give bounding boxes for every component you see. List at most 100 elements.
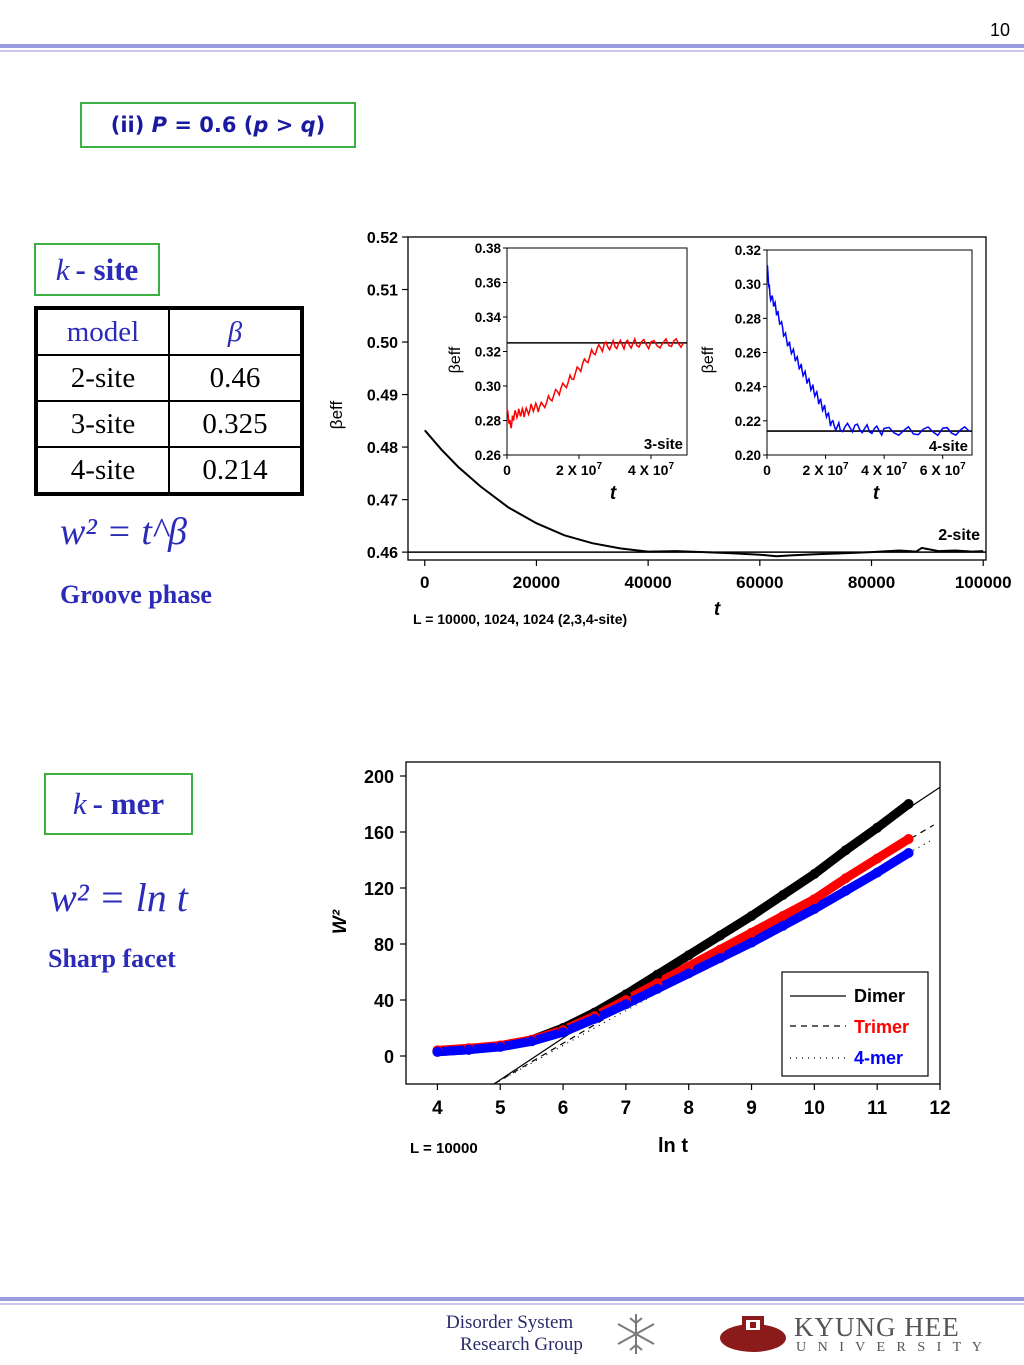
chart2-xtick-label: 12 (929, 1098, 950, 1119)
chart1-xtick-label: 100000 (955, 573, 1012, 592)
chart1-ytick-label: 0.47 (367, 493, 398, 510)
chart1-xtick-label: 20000 (513, 573, 560, 592)
table-cell: 0.214 (168, 446, 303, 495)
inset-frame (506, 247, 688, 456)
series-label-2-site: 2-site (938, 527, 980, 544)
data-point-4-mer (620, 999, 631, 1010)
data-point-4-mer (840, 885, 851, 896)
chart2-xtick-label: 4 (432, 1098, 443, 1119)
inset-ytick-label: 0.36 (475, 276, 502, 291)
data-point-trimer (746, 927, 757, 938)
k-site-label: k - site (34, 243, 160, 296)
inset-ytick-label: 0.24 (735, 380, 762, 395)
chart2-xtick-label: 8 (683, 1098, 694, 1119)
group-line1: Disorder System (446, 1312, 574, 1333)
inset1-ylabel: βeff (447, 346, 464, 373)
inset-xtick-exponent: 7 (960, 461, 966, 472)
data-point-trimer (777, 911, 788, 921)
inset-ytick-label: 0.28 (475, 414, 502, 429)
bottom-divider (0, 1297, 1024, 1301)
chart2-ytick-label: 80 (374, 935, 394, 955)
chart1-xtick-label: 0 (420, 573, 429, 592)
data-point-dimer (903, 799, 914, 809)
snowflake-icon (617, 1314, 655, 1354)
inset-xtick-label: 0 (763, 462, 771, 478)
data-point-4-mer (495, 1041, 506, 1052)
k-mer-text: - mer (92, 786, 165, 821)
inset-ytick-label: 0.30 (735, 277, 761, 292)
chart1-ytick-label: 0.49 (367, 388, 398, 405)
data-point-trimer (903, 834, 914, 844)
data-point-trimer (809, 894, 820, 905)
ksite-formula: w² = t^β (60, 511, 187, 553)
table-cell: 4-site (35, 446, 170, 495)
k-symbol: k (55, 251, 70, 287)
inset-ytick-label: 0.26 (475, 448, 502, 463)
data-point-4-mer (715, 953, 726, 963)
top-divider (0, 44, 1024, 48)
chart1-ytick-label: 0.51 (367, 283, 398, 300)
inset-ytick-label: 0.22 (735, 414, 761, 429)
inset-xtick-label: 2 X 107 (803, 461, 849, 478)
data-point-4-mer (589, 1013, 600, 1024)
page-number: 10 (989, 20, 1010, 40)
data-point-4-mer (809, 904, 820, 914)
beta-eff-chart: βeff t L = 10000, 1024, 1024 (2,3,4-site… (327, 230, 1012, 627)
chart2-ytick-label: 160 (364, 823, 394, 843)
chart1-xtick-label: 60000 (736, 573, 783, 592)
chart2-ytick-label: 0 (384, 1047, 394, 1067)
chart2-annotation: L = 10000 (410, 1140, 478, 1157)
inset-ytick-label: 0.32 (735, 243, 761, 258)
inset-xtick-exponent: 7 (596, 461, 602, 472)
heading-eq: = 0.6 ( (167, 113, 254, 137)
data-point-trimer (715, 944, 726, 955)
chart1-xtick-label: 40000 (624, 573, 671, 592)
w2-ln-t-chart: W² ln t L = 10000 0 40 80 120 160 200 4 5 6 7 8 9 10… (330, 761, 951, 1157)
data-point-4-mer (777, 920, 788, 931)
inset2-title: 4-site (929, 438, 968, 455)
chart1-frame (407, 236, 987, 561)
chart1-xtick-label: 80000 (848, 573, 895, 592)
inset-series-line (766, 264, 970, 437)
heading-q: q (300, 113, 316, 137)
heading-prefix: (ii) (110, 113, 152, 137)
k-site-text: - site (75, 251, 139, 287)
chart2-ytick-label: 40 (374, 991, 394, 1011)
data-point-4-mer (683, 968, 694, 979)
inset-xtick-label: 4 X 107 (628, 461, 674, 478)
inset-ytick-label: 0.34 (475, 310, 502, 325)
inset-xtick-exponent: 7 (902, 461, 908, 472)
legend-dimer: Dimer (854, 986, 905, 1006)
heading-p: p (253, 113, 269, 137)
inset-xtick-label: 2 X 107 (556, 461, 602, 478)
k-mer-label: k - mer (44, 773, 193, 835)
data-point-4-mer (903, 848, 914, 858)
table-cell: 0.46 (168, 354, 303, 402)
chart2-ytick-label: 120 (364, 879, 394, 899)
inset-3-site: 0.26 0.28 0.30 0.32 0.34 0.36 0.38 0 2 X 107 4 X … (475, 241, 688, 478)
chart2-xlabel: ln t (658, 1135, 688, 1157)
top-divider-thin (0, 50, 1024, 52)
data-point-trimer (683, 961, 694, 972)
table-cell: 0.325 (168, 400, 303, 448)
legend-box (781, 971, 929, 1077)
inset-ytick-label: 0.20 (735, 448, 761, 463)
data-point-dimer (746, 911, 757, 921)
data-point-4-mer (558, 1027, 569, 1038)
data-point-4-mer (746, 937, 757, 948)
chart1-ytick-label: 0.50 (367, 335, 398, 352)
k-symbol: k (72, 786, 87, 821)
inset-xtick-label: 0 (503, 462, 511, 478)
chart2-ylabel: W² (330, 909, 351, 934)
data-point-trimer (840, 873, 851, 884)
data-point-4-mer (463, 1044, 474, 1055)
chart2-plot-area: 0 40 80 120 160 200 4 5 6 7 8 9 10 11 12 (364, 761, 951, 1119)
chart1-ylabel: βeff (327, 401, 346, 430)
groove-phase-label: Groove phase (60, 580, 212, 609)
data-point-4-mer (432, 1046, 443, 1057)
research-group-logo: Disorder System Research Group (446, 1312, 708, 1358)
inset-4-site: 0.20 0.22 0.24 0.26 0.28 0.30 0.32 0 2 X 107 4 X … (735, 243, 973, 478)
inset-ytick-label: 0.28 (735, 311, 762, 326)
chart2-xtick-label: 9 (746, 1098, 757, 1119)
section-heading: (ii) P = 0.6 ( p > q ) (80, 102, 356, 148)
